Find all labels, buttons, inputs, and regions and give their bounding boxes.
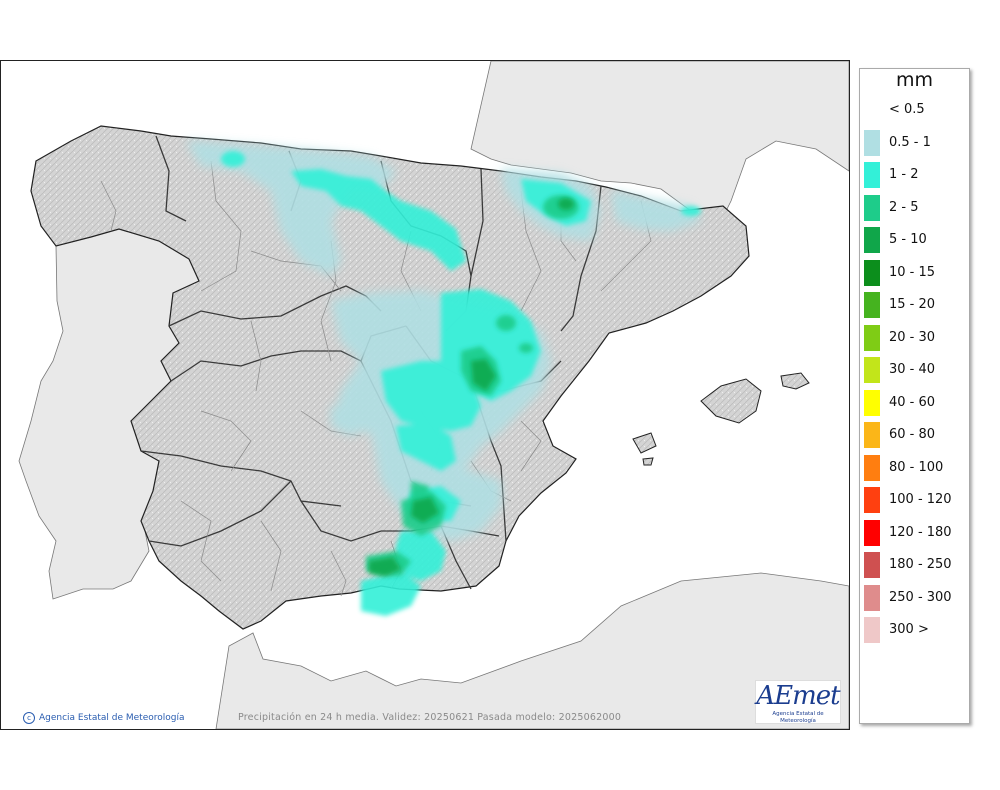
legend-swatch	[864, 324, 880, 351]
legend-swatch	[864, 97, 880, 123]
legend-label: 10 - 15	[889, 264, 936, 280]
legend-swatch	[864, 552, 880, 578]
mallorca-island	[700, 378, 762, 424]
legend-swatch	[864, 227, 880, 253]
legend-swatch	[864, 519, 880, 546]
legend-swatch	[864, 194, 880, 221]
legend-swatch	[864, 584, 880, 611]
legend-label: 250 - 300	[889, 589, 952, 605]
legend-swatch	[864, 487, 880, 513]
legend-swatch	[864, 454, 880, 481]
legend-item: 40 - 60	[860, 389, 970, 418]
legend-item: 1 - 2	[860, 162, 970, 190]
map-canvas	[18, 61, 849, 729]
legend-item: 180 - 250	[860, 552, 970, 580]
aemet-logo-subtext: Agencia Estatal de Meteorología	[772, 711, 824, 724]
legend-item: 30 - 40	[860, 357, 970, 385]
legend-label: 80 - 100	[889, 459, 944, 475]
legend-item: 120 - 180	[860, 519, 970, 548]
legend-item: 300 >	[860, 617, 970, 645]
legend-item: 250 - 300	[860, 584, 970, 613]
legend-swatch	[864, 357, 880, 383]
legend-item: 20 - 30	[860, 324, 970, 353]
agency-credit-text: Agencia Estatal de Meteorología	[39, 713, 185, 723]
aemet-logo-wordmark: AEmet	[756, 681, 840, 711]
legend-label: 2 - 5	[889, 199, 919, 215]
france-landmass	[470, 61, 849, 222]
legend-unit-label: mm	[895, 69, 934, 91]
legend-label: 15 - 20	[889, 297, 936, 312]
legend-label: < 0.5	[889, 102, 925, 117]
legend-item: 5 - 10	[860, 227, 970, 255]
legend-item: < 0.5	[860, 97, 970, 125]
ibiza-island	[632, 432, 657, 454]
legend-swatch	[864, 389, 880, 416]
legend-item: 15 - 20	[860, 292, 970, 320]
legend-label: 40 - 60	[889, 394, 936, 410]
legend-swatch	[864, 259, 880, 286]
aemet-logo: AEmet Agencia Estatal de Meteorología	[755, 680, 841, 724]
legend-item: 2 - 5	[860, 194, 970, 223]
legend-label: 0.5 - 1	[889, 134, 931, 150]
legend-item: 10 - 15	[860, 259, 970, 288]
copyright-icon: c	[23, 712, 35, 724]
legend-swatch	[864, 422, 880, 448]
legend-label: 20 - 30	[889, 329, 936, 345]
formentera-island	[642, 457, 654, 466]
legend-swatch	[864, 162, 880, 188]
legend: mm < 0.5 0.5 - 1 1 - 2 2 - 5 5 - 10 10 - 15 15…	[859, 68, 970, 724]
legend-label: 300 >	[889, 622, 929, 637]
legend-label: 5 - 10	[889, 232, 927, 247]
legend-label: 1 - 2	[889, 167, 919, 182]
legend-swatch	[864, 617, 880, 643]
legend-swatch	[864, 129, 880, 156]
legend-item: 0.5 - 1	[860, 129, 970, 158]
legend-label: 60 - 80	[889, 427, 936, 442]
precip-band-5-10	[369, 198, 574, 576]
agency-credit: c Agencia Estatal de Meteorología	[23, 712, 185, 724]
legend-item: 60 - 80	[860, 422, 970, 450]
legend-label: 30 - 40	[889, 362, 936, 377]
validity-caption: Precipitación en 24 h media. Validez: 20…	[238, 712, 622, 723]
africa-landmass	[215, 572, 849, 729]
legend-item: 80 - 100	[860, 454, 970, 483]
precipitation-map: c Agencia Estatal de Meteorología Precip…	[0, 60, 850, 730]
legend-swatch	[864, 292, 880, 318]
menorca-island	[780, 372, 810, 390]
legend-label: 120 - 180	[889, 524, 952, 540]
legend-label: 180 - 250	[889, 557, 952, 572]
legend-item: 100 - 120	[860, 487, 970, 515]
legend-label: 100 - 120	[889, 492, 952, 507]
